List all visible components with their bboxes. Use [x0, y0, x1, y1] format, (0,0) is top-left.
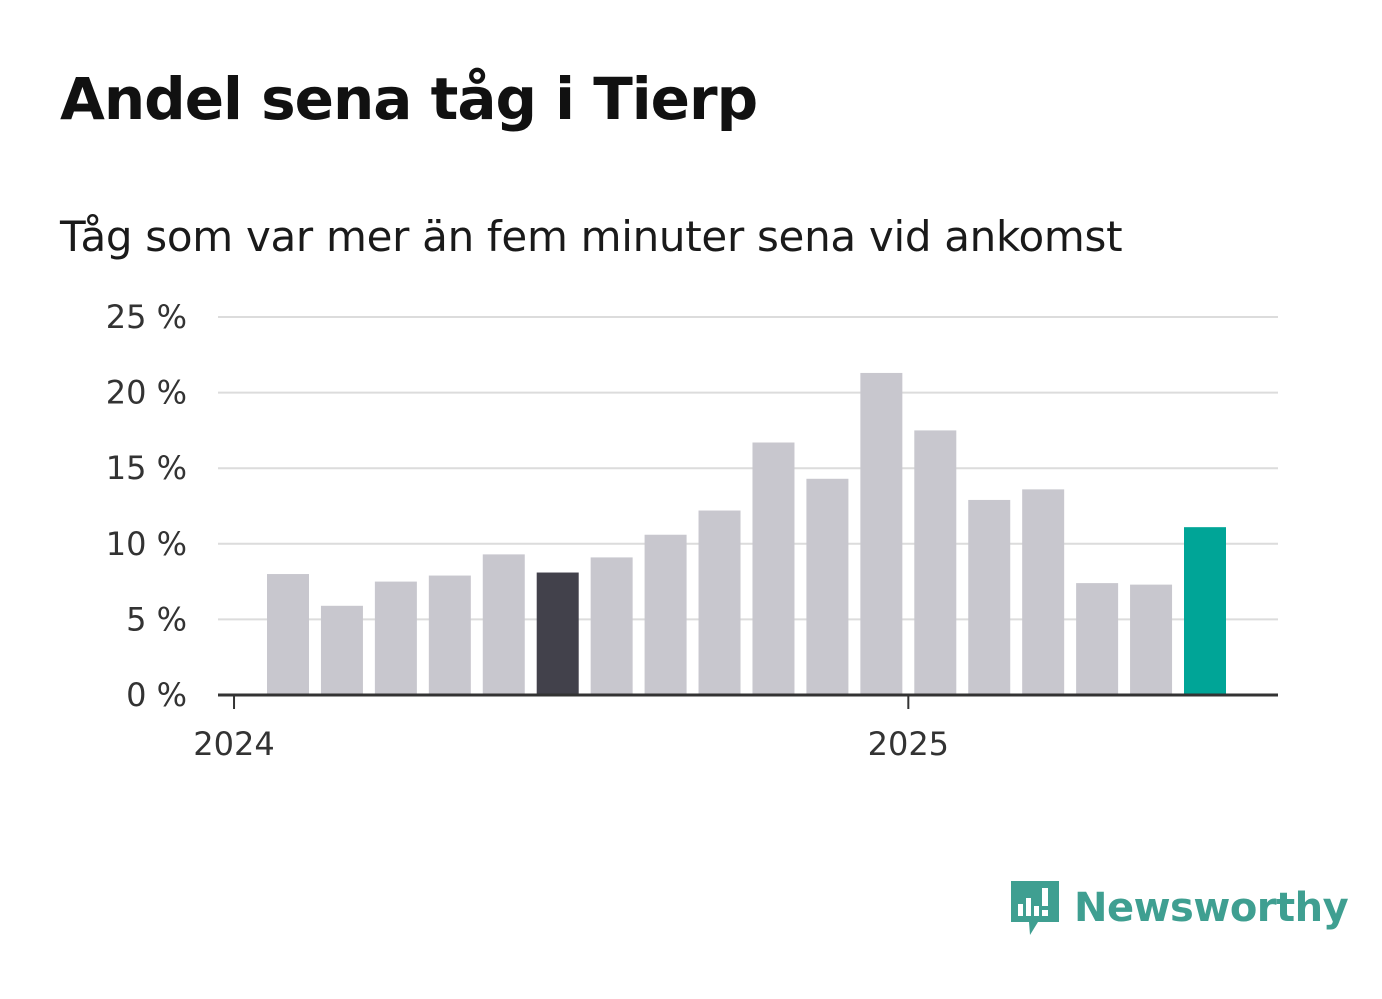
y-tick-label: 20 %: [106, 374, 187, 412]
newsworthy-logo: Newsworthy: [1008, 878, 1349, 938]
bar: [752, 442, 795, 695]
bar: [1022, 489, 1065, 695]
y-tick-label: 25 %: [106, 298, 187, 336]
bar: [968, 499, 1011, 695]
bar: [267, 574, 309, 695]
y-axis-labels: 0 % 5 % 10 % 15 % 20 % 25 %: [106, 298, 187, 714]
y-tick-label: 0 %: [126, 676, 187, 714]
x-tick-label: 2025: [868, 725, 949, 763]
bar: [1130, 584, 1173, 695]
bar: [644, 534, 687, 695]
bar: [914, 430, 957, 695]
bar: [698, 510, 741, 695]
chart-subtitle: Tåg som var mer än fem minuter sena vid …: [60, 212, 1123, 261]
y-tick-label: 5 %: [126, 600, 187, 638]
y-tick-label: 15 %: [106, 449, 187, 487]
bar: [1184, 527, 1226, 695]
bar: [320, 605, 363, 695]
x-tick-label: 2024: [193, 725, 274, 763]
bars: [267, 372, 1226, 695]
bar: [590, 557, 633, 695]
chart-title: Andel sena tåg i Tierp: [60, 65, 758, 133]
bar: [1076, 583, 1119, 695]
bar: [428, 575, 471, 695]
newsworthy-logo-icon: [1011, 881, 1059, 935]
bar: [860, 372, 903, 695]
bar: [482, 554, 525, 695]
gridlines: [218, 316, 1278, 621]
bar-chart: 0 % 5 % 10 % 15 % 20 % 25 % 2024 2025: [106, 298, 1278, 763]
bar: [806, 478, 849, 695]
x-axis: 2024 2025: [193, 695, 949, 763]
brand-name: Newsworthy: [1074, 885, 1349, 931]
y-tick-label: 10 %: [106, 525, 187, 563]
bar: [536, 572, 579, 695]
bar: [374, 581, 417, 695]
